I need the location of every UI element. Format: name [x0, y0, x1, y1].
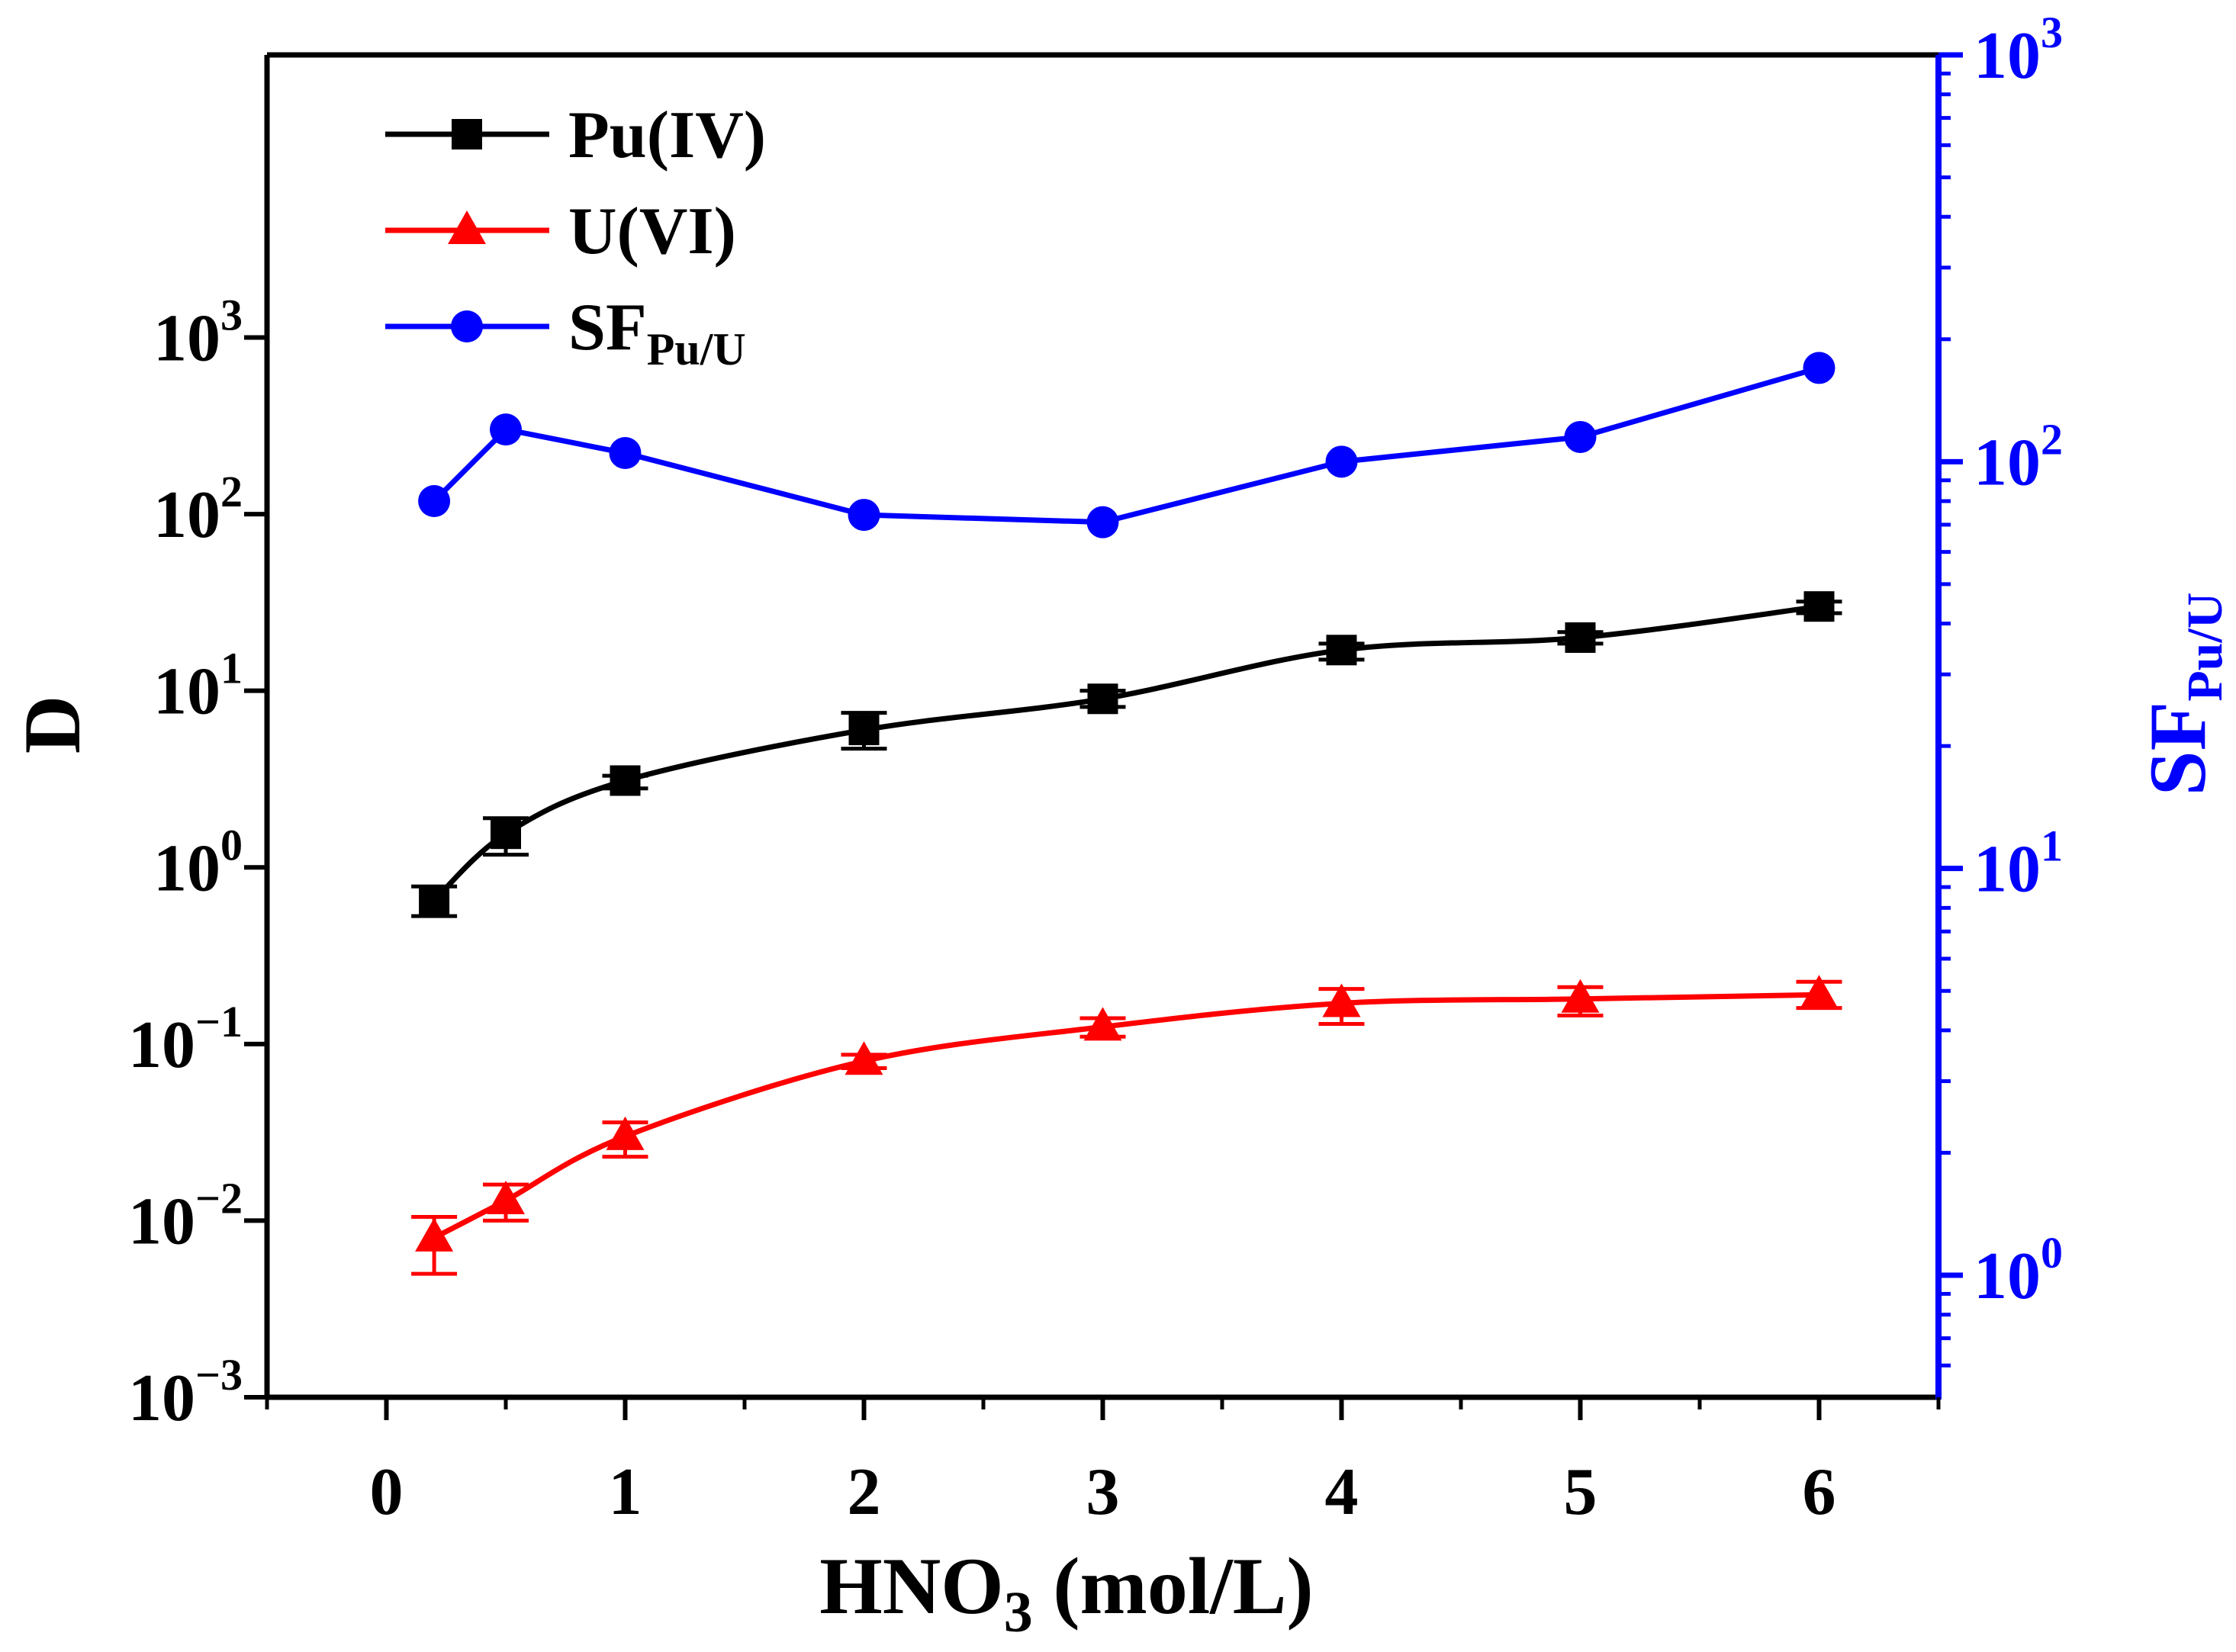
series-1 [411, 591, 1842, 918]
y-left-tick-label: 100 [153, 820, 243, 905]
x-tick-label: 3 [1086, 1455, 1120, 1529]
legend-item-1: Pu(IV) [385, 98, 766, 172]
legend-label: SFPu/U [568, 291, 746, 374]
data-point [1561, 979, 1600, 1013]
y-left-tick-base: 10 [153, 302, 220, 376]
series-line [432, 365, 1820, 525]
data-point [1083, 1007, 1122, 1041]
legend-label: U(VI) [568, 194, 736, 268]
legend: Pu(IV) U(VI) SFPu/U [385, 98, 766, 374]
data-point [1325, 445, 1358, 478]
legend-item-2: U(VI) [385, 194, 736, 268]
legend-marker [452, 119, 482, 149]
data-point [848, 715, 880, 746]
data-point [609, 437, 642, 470]
data-point [848, 499, 880, 532]
y-left-tick-exp: −2 [195, 1173, 243, 1223]
data-point [606, 1116, 645, 1150]
y-left-tick-label: 10−3 [128, 1350, 243, 1435]
y-right-axis-title-sub: Pu/U [2177, 593, 2233, 702]
data-point [1087, 683, 1118, 715]
y-right-tick-base: 10 [1974, 19, 2041, 93]
x-axis-title-rest: (mol/L) [1033, 1541, 1314, 1631]
y-left-tick-base: 10 [128, 1008, 195, 1082]
series-2 [411, 975, 1842, 1276]
x-tick-label: 4 [1325, 1455, 1359, 1529]
y-left-tick-base: 10 [153, 478, 220, 552]
data-point [1803, 591, 1835, 622]
data-point [487, 1181, 525, 1215]
x-tick-label: 2 [848, 1455, 881, 1529]
data-point [1326, 635, 1357, 666]
legend-label-main: U(VI) [568, 194, 736, 268]
x-tick-label: 6 [1803, 1455, 1836, 1529]
ticks [244, 52, 1963, 1420]
y-right-tick-exp: 2 [2041, 414, 2063, 464]
y-left-tick-exp: −1 [195, 997, 243, 1046]
tick-labels: 0 1 2 3 4 5 610−310−210−1100101102103100101102… [128, 8, 2063, 1529]
legend-label-sub: Pu/U [647, 324, 746, 374]
y-left-tick-label: 103 [153, 291, 243, 376]
legend-label: Pu(IV) [568, 98, 766, 172]
legend-marker [451, 310, 483, 342]
y-right-axis-title-main: SF [2133, 702, 2222, 796]
y-left-tick-base: 10 [128, 1184, 195, 1258]
y-left-tick-label: 101 [153, 644, 243, 729]
y-right-tick-label: 103 [1974, 8, 2063, 93]
y-right-tick-label: 100 [1974, 1228, 2063, 1313]
data-point [490, 413, 522, 446]
data-point [491, 818, 521, 850]
y-left-tick-label: 10−2 [128, 1173, 243, 1258]
data-point [1086, 506, 1119, 538]
data-point [845, 1041, 883, 1075]
x-axis-title-sub: 3 [1004, 1580, 1033, 1644]
legend-item-3: SFPu/U [385, 291, 746, 374]
y-left-axis-title: D [8, 696, 97, 754]
plot-content [411, 352, 1842, 1276]
y-right-tick-label: 101 [1974, 821, 2063, 907]
y-left-tick-base: 10 [153, 831, 220, 905]
y-left-tick-exp: 3 [220, 291, 243, 340]
data-point [610, 765, 641, 796]
y-right-tick-exp: 0 [2041, 1228, 2063, 1278]
x-tick-label: 5 [1564, 1455, 1597, 1529]
y-left-tick-base: 10 [153, 655, 220, 729]
y-left-tick-label: 102 [153, 467, 243, 552]
data-point [1565, 622, 1596, 653]
y-left-tick-label: 10−1 [128, 997, 243, 1082]
y-right-tick-exp: 3 [2041, 8, 2063, 57]
y-left-tick-base: 10 [128, 1361, 195, 1435]
y-right-tick-base: 10 [1974, 426, 2041, 500]
y-left-tick-exp: −3 [195, 1350, 243, 1400]
legend-label-main: SF [568, 291, 647, 365]
data-point [1800, 975, 1839, 1009]
y-right-axis-title: SFPu/U [2133, 593, 2233, 796]
y-left-tick-exp: 2 [220, 467, 243, 516]
legend-marker [448, 211, 486, 244]
data-point [419, 885, 450, 916]
y-right-tick-exp: 1 [2041, 821, 2063, 871]
series-3 [418, 352, 1835, 538]
data-point [1803, 352, 1835, 384]
y-right-tick-base: 10 [1974, 833, 2041, 907]
legend-label-main: Pu(IV) [568, 98, 766, 172]
data-point [1322, 983, 1361, 1017]
data-point [415, 1217, 454, 1252]
data-point [1564, 420, 1597, 453]
data-point [418, 485, 451, 518]
y-right-tick-base: 10 [1974, 1239, 2041, 1313]
y-right-tick-label: 102 [1974, 414, 2063, 500]
x-tick-label: 1 [609, 1455, 642, 1529]
x-axis-title-main: HNO [819, 1541, 1003, 1631]
x-tick-label: 0 [370, 1455, 404, 1529]
x-axis-title: HNO3 (mol/L) [819, 1541, 1313, 1644]
y-left-tick-exp: 0 [220, 820, 243, 869]
y-left-tick-exp: 1 [220, 644, 243, 693]
